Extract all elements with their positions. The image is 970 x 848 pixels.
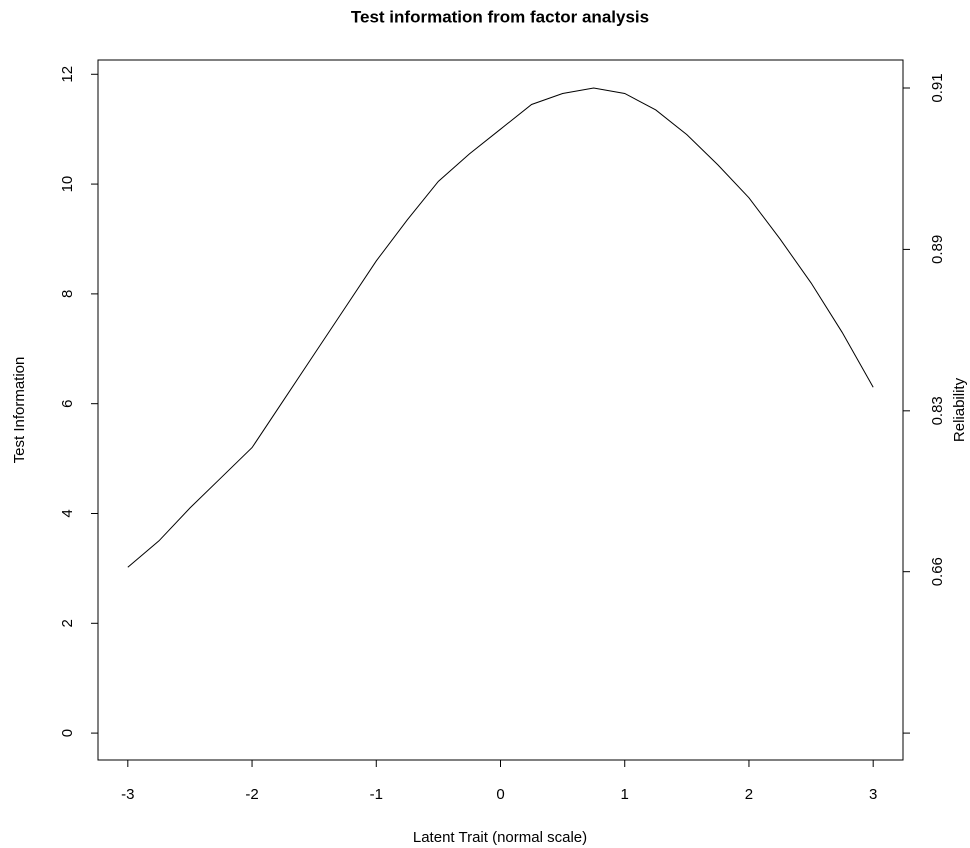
x-tick-label: 0: [496, 786, 504, 803]
y-tick-label: 12: [59, 66, 76, 83]
y2-tick-label: 0.89: [929, 235, 946, 264]
y2-tick-label: 0.83: [929, 396, 946, 425]
plot-frame: [97, 59, 904, 761]
y2-tick-label: 0.66: [929, 557, 946, 586]
y-tick-label: 6: [59, 400, 76, 408]
x-tick-label: 2: [745, 786, 753, 803]
y-axis-label: Test Information: [11, 357, 28, 464]
y-tick-label: 8: [59, 290, 76, 298]
x-tick-label: 1: [621, 786, 629, 803]
data-line: [127, 87, 874, 568]
chart-title: Test information from factor analysis: [351, 7, 649, 26]
y-tick-label: 2: [59, 619, 76, 627]
y-tick-label: 10: [59, 176, 76, 193]
y-tick-label: 0: [59, 729, 76, 737]
x-tick-label: -2: [245, 786, 258, 803]
y2-axis-label: Reliability: [951, 377, 968, 442]
x-tick-label: -1: [370, 786, 383, 803]
y-tick-label: 4: [59, 509, 76, 517]
x-tick-label: 3: [869, 786, 877, 803]
x-axis-label: Latent Trait (normal scale): [413, 829, 587, 846]
y2-tick-label: 0.91: [929, 73, 946, 102]
x-tick-label: -3: [121, 786, 134, 803]
